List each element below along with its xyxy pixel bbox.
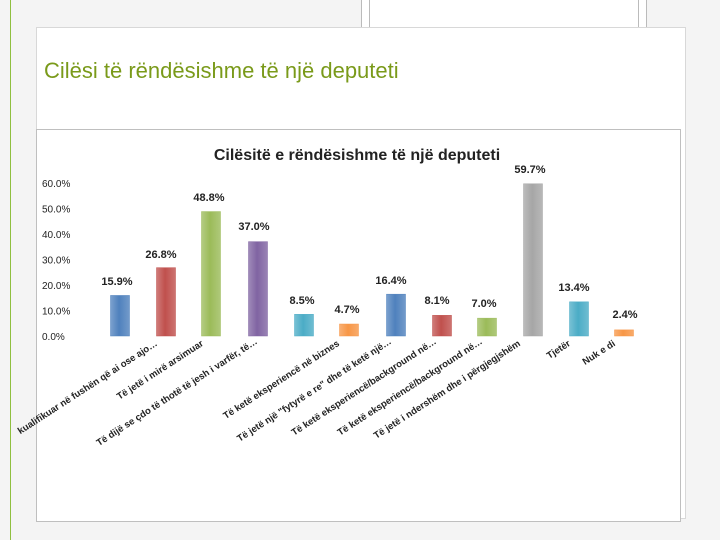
y-tick-label: 50.0% xyxy=(42,205,70,216)
data-label: 13.4% xyxy=(558,282,589,294)
bar xyxy=(295,314,314,336)
data-label: 26.8% xyxy=(145,249,176,261)
bar xyxy=(202,212,221,336)
bar xyxy=(340,324,359,336)
data-label: 59.7% xyxy=(514,164,545,176)
bar xyxy=(570,302,589,336)
x-category-label: Nuk e di xyxy=(581,338,618,367)
bar xyxy=(478,318,497,336)
y-tick-label: 40.0% xyxy=(42,230,70,241)
data-label: 2.4% xyxy=(612,309,637,321)
data-label: 4.7% xyxy=(334,304,359,316)
data-label: 37.0% xyxy=(238,221,269,233)
bar xyxy=(615,330,634,336)
data-label: 7.0% xyxy=(471,298,496,310)
data-label: 48.8% xyxy=(193,192,224,204)
bar xyxy=(157,268,176,336)
bar xyxy=(433,315,452,336)
data-label: 8.1% xyxy=(424,295,449,307)
y-tick-label: 10.0% xyxy=(42,307,70,318)
data-label: 8.5% xyxy=(289,295,314,307)
bar xyxy=(387,294,406,336)
bar xyxy=(249,242,268,336)
bar xyxy=(111,295,130,336)
y-tick-label: 30.0% xyxy=(42,256,70,267)
y-tick-label: 0.0% xyxy=(42,332,65,343)
chart-title: Cilësitë e rëndësishme të një deputeti xyxy=(214,147,500,164)
data-label: 16.4% xyxy=(375,275,406,287)
bar xyxy=(524,184,543,336)
x-category-label: Të jetë i mirë arsimuar xyxy=(115,338,206,402)
x-category-label: Tjetër xyxy=(545,338,573,361)
y-tick-label: 20.0% xyxy=(42,281,70,292)
data-label: 15.9% xyxy=(101,276,132,288)
y-tick-label: 60.0% xyxy=(42,179,70,190)
